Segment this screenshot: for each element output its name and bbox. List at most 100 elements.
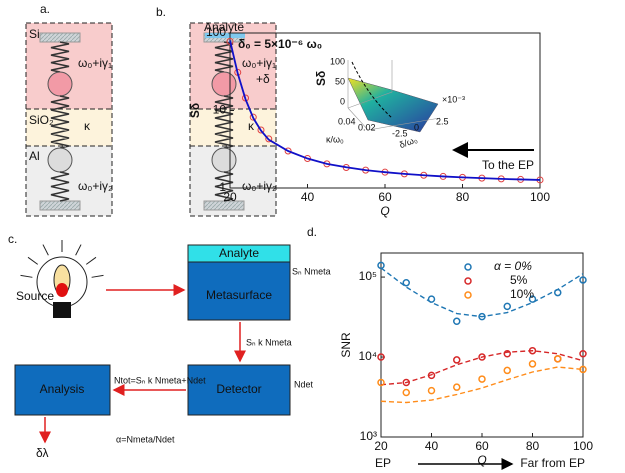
data-point [257, 126, 265, 134]
coupling-label: κ [248, 119, 255, 133]
data-point [284, 147, 292, 155]
box-label: Analyte [219, 246, 259, 260]
legend-label: 5% [510, 273, 528, 287]
data-point [402, 388, 410, 397]
data-point [265, 135, 273, 143]
y-tick-label: 1 [219, 180, 226, 194]
plate [39, 32, 81, 43]
ray [85, 256, 97, 265]
panel-label: d. [307, 225, 317, 239]
output-label: δλ [36, 446, 48, 460]
data-point [528, 360, 537, 368]
data-point [249, 113, 257, 121]
y-tick-label: 10³ [360, 429, 377, 443]
data-point [579, 349, 587, 358]
y-tick-label: 10⁴ [358, 349, 377, 363]
x-tick-label: 100 [573, 439, 593, 453]
data-point [528, 346, 537, 355]
inset-tick: 0 [340, 96, 345, 106]
data-point [579, 365, 587, 374]
base [53, 302, 71, 318]
inset-label: κ/ω₀ [326, 134, 344, 144]
inset-surface [347, 77, 439, 133]
fit-curve [380, 350, 584, 386]
annotation: δ₀ = 5×10⁻⁶ ω₀ [238, 37, 322, 51]
noise-label: Ndet [294, 379, 314, 389]
spring [50, 171, 70, 202]
x-tick-label: 40 [425, 439, 439, 453]
resonator [211, 147, 237, 173]
data-point [402, 278, 410, 287]
x-tick-label: 20 [374, 439, 388, 453]
x-tick-label: 100 [530, 190, 550, 204]
data-point [453, 317, 461, 326]
y-tick-label: 10 [213, 103, 227, 117]
note: EP [375, 456, 391, 470]
sio2-layer [26, 109, 112, 146]
legend-label: 10% [510, 287, 534, 301]
legend-marker [464, 263, 472, 271]
ray [20, 274, 33, 278]
resonator [47, 147, 73, 173]
data-point [478, 312, 486, 321]
frequency-label: ω₀+iγ₂ [242, 179, 277, 193]
flame-core [56, 283, 68, 297]
data-point [453, 356, 461, 364]
panel-label: a. [40, 2, 50, 16]
data-point [453, 383, 461, 391]
spring [214, 171, 234, 202]
outline [25, 22, 113, 217]
panel-label: c. [8, 232, 17, 246]
resonator [47, 71, 73, 97]
fit-line [229, 40, 541, 181]
x-axis-label: Q [477, 453, 486, 467]
outline [189, 22, 277, 217]
data-point [503, 349, 511, 358]
data-point [377, 353, 385, 361]
layer-label: Al [29, 149, 40, 163]
data-point [402, 378, 410, 387]
detector-box [187, 364, 291, 416]
total-label: Ntot=Sₙ k Nmeta+Ndet [114, 375, 206, 385]
data-point [377, 261, 385, 270]
data-point [427, 371, 436, 380]
frequency-label: ω₀+iγ₁ [242, 56, 276, 70]
inset-tick: 2.5 [436, 116, 449, 126]
data-point [427, 386, 436, 395]
analyte-layer [205, 33, 245, 38]
layer-label: SiO₂ [29, 113, 54, 127]
y-axis-label: SNR [339, 332, 353, 358]
data-point [579, 276, 587, 284]
data-point [377, 378, 385, 387]
data-point [427, 295, 436, 303]
data-point [554, 355, 562, 363]
inset-tick: 0.02 [358, 122, 376, 132]
x-tick-label: 80 [456, 190, 470, 204]
x-tick-label: 40 [301, 190, 315, 204]
fit-curve [380, 267, 584, 318]
box-label: Analysis [40, 382, 85, 396]
legend-marker [464, 277, 472, 285]
layer-label: Si [29, 27, 40, 41]
inset-tick: 50 [335, 76, 345, 86]
y-axis-label: Sδ [188, 103, 202, 118]
inset-label: Sδ [314, 71, 328, 86]
arrow-label: To the EP [482, 158, 534, 172]
frequency-label: ω₀+iγ₂ [78, 179, 113, 193]
fit-curve [380, 366, 584, 404]
inset-tick: 0.04 [338, 116, 356, 126]
data-point [478, 353, 486, 361]
ratio-label: α=Nmeta/Ndet [116, 434, 175, 444]
resonator [211, 71, 237, 97]
inset-label: ×10⁻³ [442, 94, 465, 104]
ray [91, 274, 104, 278]
source-label: Source [16, 289, 54, 303]
metasurface-box [187, 261, 291, 321]
plate [39, 200, 81, 211]
data-point [503, 302, 511, 311]
shift-label: +δ [256, 72, 270, 86]
x-tick-label: 20 [223, 190, 237, 204]
data-point [478, 375, 486, 383]
panel-label: b. [156, 5, 166, 19]
